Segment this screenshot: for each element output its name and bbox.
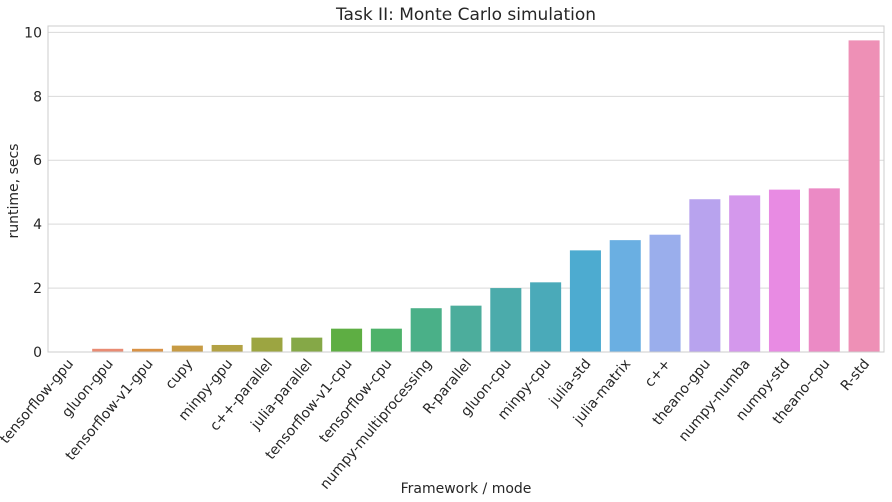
plot-frame [47,25,885,353]
bar-tensorflow-v1-cpu [331,328,363,352]
bar-R-parallel [450,305,482,352]
y-tick-label: 4 [33,217,42,233]
x-axis-label: Framework / mode [401,481,532,497]
bar-gluon-gpu [92,348,124,352]
bar-cupy [171,345,203,352]
bar-c++ [649,234,681,352]
chart-title: Task II: Monte Carlo simulation [335,5,596,25]
bar-tensorflow-v1-gpu [131,348,164,352]
x-axis-ticks: tensorflow-gpugluon-gputensorflow-v1-gpu… [0,356,873,492]
bars [52,40,880,352]
bar-minpy-gpu [211,344,243,352]
bar-theano-gpu [689,199,721,352]
x-tick-label: tensorflow-cpu [316,356,395,446]
bar-numpy-std [768,189,801,352]
y-tick-label: 10 [24,25,42,41]
x-tick-label: numpy-numba [676,356,754,445]
bar-numpy-numba [729,195,761,352]
x-tick-label: R-std [838,356,873,394]
bar-julia-matrix [609,240,641,352]
y-axis-ticks: 0 2 4 6 8 10 [24,25,42,361]
x-tick-label: cupy [162,356,196,392]
bar-minpy-cpu [530,282,562,352]
bar-tensorflow-cpu [370,328,402,352]
bar-c++-parallel [251,337,283,352]
y-tick-label: 0 [33,345,42,361]
y-tick-label: 8 [33,89,42,105]
bar-R-std [848,40,880,352]
bar-julia-parallel [291,337,323,352]
bar-julia-std [569,250,601,352]
bar-theano-cpu [808,188,840,352]
bar-gluon-cpu [490,288,522,352]
y-axis-label: runtime, secs [6,144,22,239]
x-tick-label: c++ [642,356,674,390]
bar-numpy-multiprocessing [410,308,442,352]
y-tick-label: 2 [33,281,42,297]
y-tick-label: 6 [33,153,42,169]
